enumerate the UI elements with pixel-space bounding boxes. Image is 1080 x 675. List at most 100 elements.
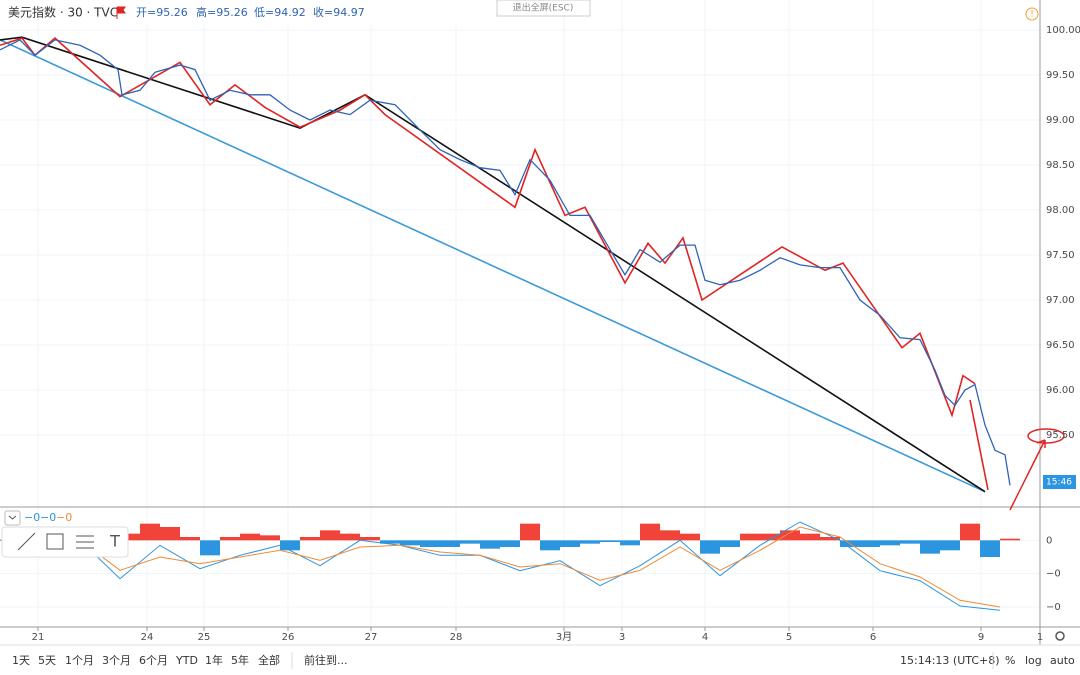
histogram-bar [760,533,780,541]
histogram-bar [920,540,940,554]
header-bg [0,0,480,24]
high: 高=95.26 [196,5,248,19]
histogram-bar [700,540,720,554]
trend-drawing [0,37,976,418]
histogram-bar [260,535,280,541]
log-toggle[interactable]: log [1025,654,1042,667]
histogram-bar [300,537,320,541]
histogram-bar [860,540,880,547]
y-tick-label: 98.50 [1046,160,1075,171]
period-button[interactable]: 1年 [205,653,223,667]
rectangle-tool[interactable] [46,533,64,550]
x-tick-label: 21 [32,632,45,643]
histogram-bar [340,533,360,541]
x-tick-label: 26 [282,632,295,643]
histogram-bar [400,540,420,546]
period-button[interactable]: 全部 [258,653,280,667]
period-button[interactable]: 1天 [12,654,30,667]
plot-layer [0,36,1020,611]
fib-tool[interactable] [76,535,94,549]
price-line [0,39,1011,486]
flag-icon[interactable] [116,6,126,19]
histogram-bar [480,540,500,549]
histogram-bar [900,540,920,544]
histogram-bar [240,533,260,541]
indicator-line [0,521,1001,611]
x-tick-label: 6 [870,632,876,643]
histogram-bar [360,537,380,541]
histogram-bar [220,537,240,541]
y-tick-label: 96.00 [1046,385,1075,396]
histogram-bar [440,540,460,547]
period-button[interactable]: 6个月 [139,654,168,667]
histogram-bar [980,540,1000,557]
histogram-bar [500,540,520,547]
y-tick-label: 97.00 [1046,295,1075,306]
exit-button-box[interactable] [496,0,591,17]
histogram-bar [160,527,180,541]
x-tick-label: 3 [619,632,625,643]
trend-drawing [0,36,986,493]
y-tick-label: 95.50 [1046,430,1075,441]
histogram-bar [580,540,600,544]
trendline-tool[interactable] [17,532,36,551]
percent-toggle[interactable]: % [1005,654,1015,667]
text-tool[interactable]: T [109,532,120,551]
auto-toggle[interactable]: auto [1050,654,1075,667]
chevron [8,515,17,520]
close: 收=94.97 [313,5,365,19]
price-tag: 15:46 [1046,478,1072,488]
histogram-bar [180,537,200,541]
period-button[interactable]: 3个月 [102,654,131,667]
y-tick-label: 99.50 [1046,70,1075,81]
histogram-bar [520,523,540,541]
histogram-bar [320,530,340,541]
histogram-bar [200,540,220,556]
period-button[interactable]: 1个月 [65,654,94,667]
alert-icon-mark: ! [1030,10,1034,20]
low: 低=94.92 [254,6,306,19]
x-tick-label: 1 [1037,632,1043,643]
histogram-bar [420,540,440,547]
histogram-bar [960,523,980,541]
histogram-bar [140,523,160,541]
histogram-bar [120,533,140,541]
x-tick-label: 28 [450,632,463,643]
histogram-bar [460,540,480,544]
y-tick-label: 100.00 [1046,25,1080,36]
x-tick-label: 3月 [556,631,572,643]
arrow-annotation [1009,439,1046,511]
circle-annotation [1027,428,1065,444]
histogram-bar [660,530,680,541]
legend-toggle[interactable] [4,510,21,526]
period-button[interactable]: 5天 [38,654,56,667]
clock: 15:14:13 (UTC+8) [900,654,1000,667]
price-tag-box [1043,475,1076,489]
y-tick-label: −0 [1046,602,1061,613]
histogram-bar [280,540,300,551]
x-tick-label: 24 [141,632,154,643]
exit-button[interactable]: 退出全屏(ESC) [513,2,574,14]
x-tick-label: 9 [978,632,984,643]
legend-value: −0 [40,511,56,524]
period-button[interactable]: 5年 [231,653,249,667]
y-tick-label: 97.50 [1046,250,1075,261]
settings-icon[interactable] [1055,631,1065,641]
histogram-bar [620,540,640,546]
goto-button[interactable]: 前往到... [304,653,348,667]
indicator-line [0,526,1001,608]
alert-icon[interactable] [1025,7,1039,21]
x-tick-label: 5 [786,632,792,643]
histogram-bar [1000,538,1020,541]
histogram-bar [640,523,660,541]
drawing-toolbar [1,526,129,558]
histogram-bar [800,533,820,541]
trend-drawing [0,39,986,493]
period-button[interactable]: YTD [175,654,198,667]
x-tick-label: 25 [198,632,211,643]
histogram-bar [380,540,400,544]
histogram-bar [720,540,740,547]
legend-value: −0 [24,511,40,524]
x-tick-label: 4 [702,632,708,643]
